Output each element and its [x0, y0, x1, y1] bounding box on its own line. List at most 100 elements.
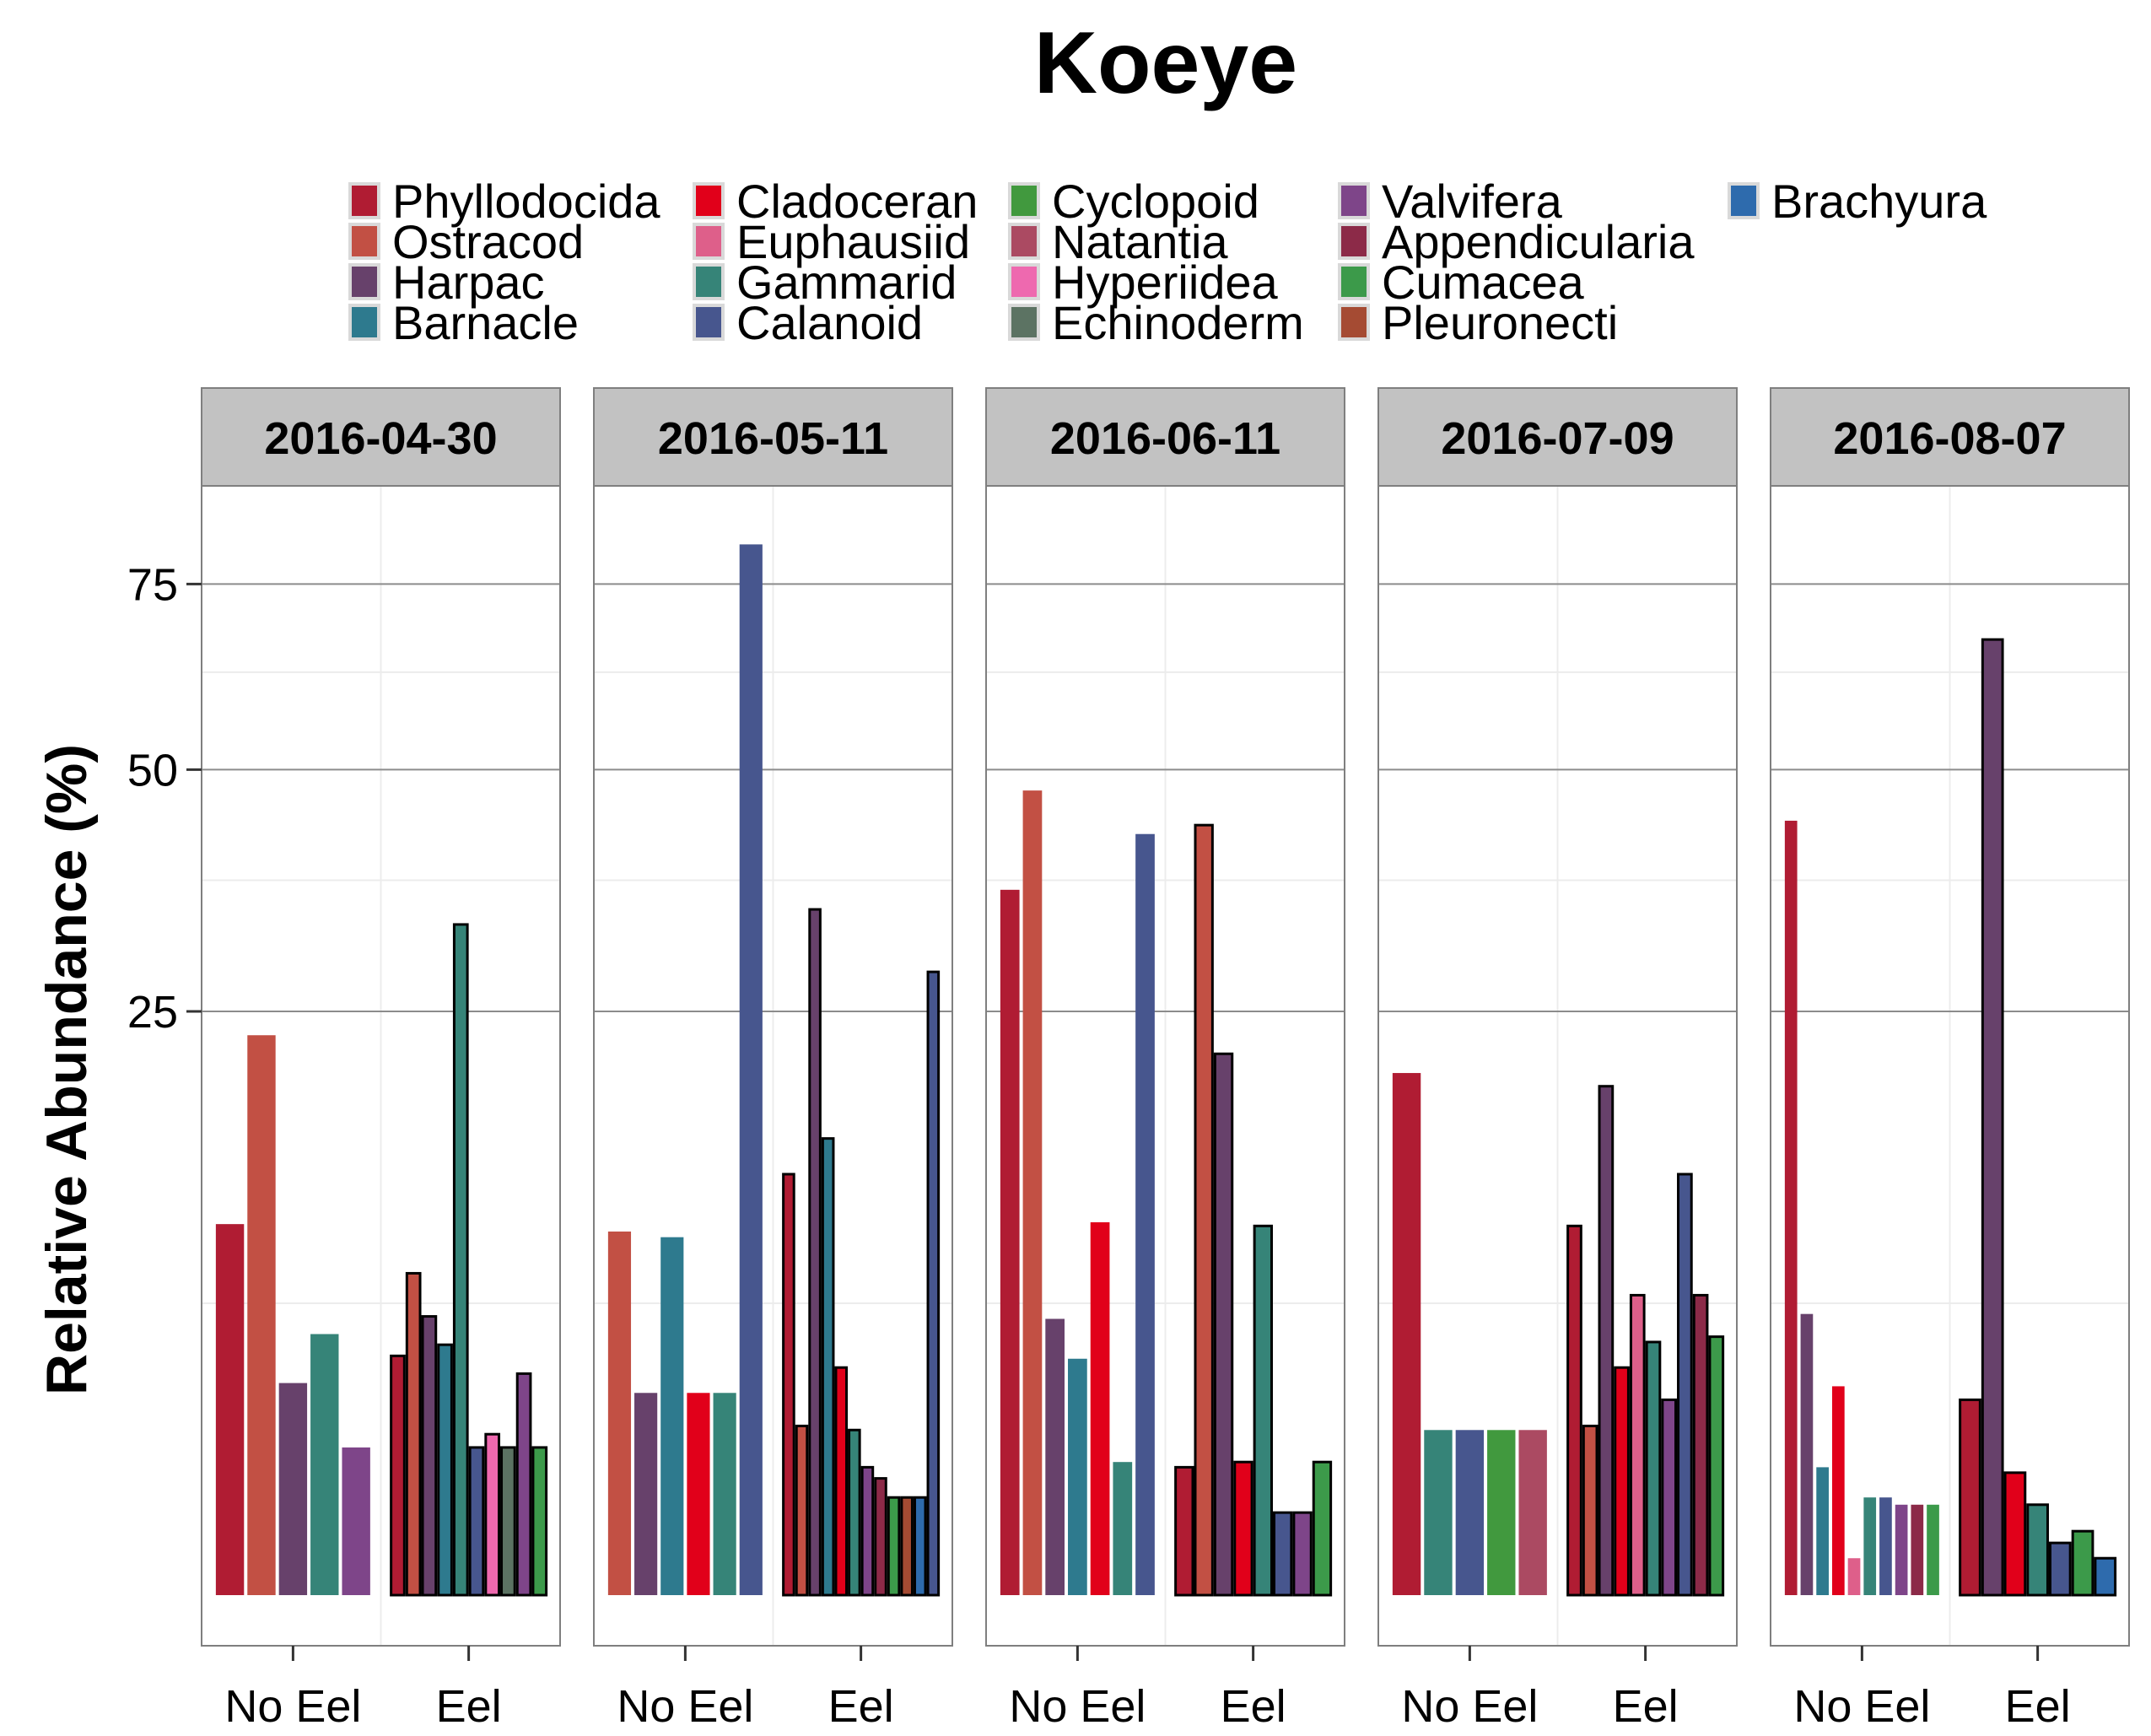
bar — [860, 1465, 875, 1597]
legend-item: Ostracod — [348, 215, 584, 268]
legend-item: Harpac — [348, 256, 545, 309]
facet-panel: 2016-06-11 No Eel Eel — [985, 387, 1345, 1732]
legend-label: Phyllodocida — [392, 175, 660, 228]
x-tick-label: Eel — [436, 1681, 502, 1732]
bar-group — [1784, 820, 1939, 1595]
y-tick-label: 50 — [127, 745, 178, 795]
legend-label: Harpac — [392, 256, 545, 309]
facet-strip — [985, 387, 1345, 487]
bar — [531, 1446, 548, 1597]
y-axis-label: Relative Abundance (%) — [35, 744, 99, 1395]
facet-panel: 2016-08-07 No Eel Eel — [1770, 387, 2130, 1732]
bar — [874, 1477, 887, 1597]
legend-item: Pleuronecti — [1338, 296, 1618, 349]
legend-label: Echinoderm — [1052, 296, 1304, 349]
bar — [848, 1428, 861, 1597]
bar — [1847, 1558, 1861, 1595]
facet-strip-label: 2016-08-07 — [1833, 413, 2066, 464]
y-tick-label: 25 — [127, 987, 178, 1038]
facet-strip-label: 2016-06-11 — [1050, 413, 1280, 464]
bar — [1135, 833, 1155, 1595]
bar — [1233, 1460, 1253, 1597]
x-tick-label: Eel — [1613, 1681, 1679, 1732]
bar-group — [1174, 823, 1333, 1597]
bar — [1068, 1358, 1087, 1595]
legend-swatch — [1011, 226, 1037, 256]
legend-item: Calanoid — [693, 296, 923, 349]
facet-strip — [593, 387, 953, 487]
facet-strip — [1770, 387, 2130, 487]
facet-strip-label: 2016-04-30 — [264, 413, 497, 464]
bar-group — [1959, 638, 2117, 1597]
bar — [405, 1271, 422, 1597]
facet-strip — [201, 387, 561, 487]
bar — [310, 1334, 339, 1595]
bar — [1273, 1511, 1293, 1597]
bar-group — [1392, 1073, 1547, 1595]
legend-label: Brachyura — [1771, 175, 1987, 228]
bar — [1911, 1504, 1924, 1595]
bar — [795, 1424, 809, 1597]
bar — [913, 1496, 927, 1597]
bar — [1800, 1313, 1814, 1595]
bar — [1113, 1462, 1133, 1595]
facet-panel: 2016-04-30 No Eel Eel — [201, 387, 561, 1732]
panel-border — [1770, 485, 2130, 1647]
bar-group — [782, 908, 941, 1597]
legend-item: Cumacea — [1338, 256, 1585, 309]
bar — [1566, 1224, 1582, 1597]
bar — [2071, 1529, 2094, 1597]
facet-strip-label: 2016-07-09 — [1441, 413, 1674, 464]
bar — [1708, 1335, 1725, 1597]
legend-item: Phyllodocida — [348, 175, 660, 228]
bar — [687, 1393, 710, 1595]
legend-swatch — [1011, 186, 1037, 216]
legend-label: Cumacea — [1382, 256, 1585, 309]
legend-swatch — [1011, 267, 1037, 297]
bar — [1831, 1386, 1845, 1595]
facet-strip — [1377, 387, 1738, 487]
bar — [1045, 1318, 1065, 1595]
legend-swatch — [1341, 186, 1367, 216]
facet-strip-label: 2016-05-11 — [658, 413, 888, 464]
x-tick-label: Eel — [2005, 1681, 2071, 1732]
legend-item: Barnacle — [348, 296, 579, 349]
bar — [1959, 1398, 1981, 1597]
legend-item: Echinoderm — [1008, 296, 1304, 349]
bar — [900, 1496, 914, 1597]
bar — [215, 1224, 245, 1595]
bar — [1312, 1460, 1333, 1597]
bar — [713, 1393, 736, 1595]
bar — [821, 1137, 835, 1597]
bar — [1784, 820, 1798, 1595]
bar — [1677, 1173, 1693, 1597]
legend-label: Calanoid — [736, 296, 923, 349]
bar — [468, 1446, 485, 1597]
bar — [1895, 1504, 1908, 1595]
legend-label: Barnacle — [392, 296, 579, 349]
bar — [834, 1366, 849, 1597]
legend-swatch — [1341, 267, 1367, 297]
legend-swatch — [1341, 226, 1367, 256]
x-tick-label: No Eel — [224, 1681, 361, 1732]
bar — [247, 1035, 276, 1595]
bar — [1000, 889, 1020, 1595]
legend-item: Cladoceran — [693, 175, 978, 228]
legend-label: Gammarid — [736, 256, 957, 309]
legend-label: Valvifera — [1382, 175, 1563, 228]
legend-label: Euphausiid — [736, 215, 970, 268]
legend-item: Appendicularia — [1338, 215, 1695, 268]
bar — [1863, 1497, 1877, 1595]
bar — [1022, 790, 1043, 1595]
bar — [278, 1383, 308, 1595]
legend-swatch — [352, 186, 377, 216]
panel-border — [593, 485, 953, 1647]
bar — [887, 1496, 901, 1597]
legend-label: Hyperiidea — [1052, 256, 1279, 309]
bar — [452, 923, 469, 1597]
x-tick-label: No Eel — [1009, 1681, 1146, 1732]
bar — [421, 1315, 438, 1597]
bar — [342, 1447, 370, 1595]
